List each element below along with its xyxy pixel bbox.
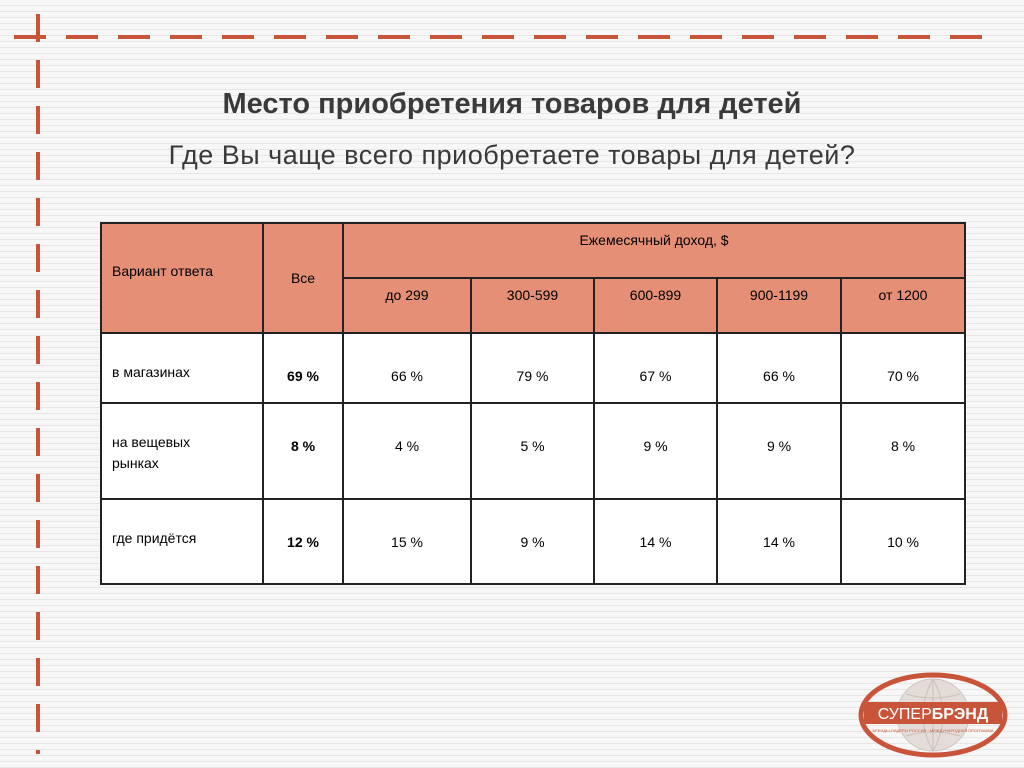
header-bracket: 900-1199 [716,277,842,334]
logo-tagline: БРЕНДЫ-ЛИДЕРЫ РОССИИ · МЕЖДУНАРОДНАЯ ПРО… [873,728,994,733]
row-value: 9 % [593,402,718,500]
header-income-label: Ежемесячный доход, $ [579,232,729,248]
row-value: 9 % [470,498,595,585]
superbrand-logo: СУПЕРБРЭНД БРЕНДЫ-ЛИДЕРЫ РОССИИ · МЕЖДУН… [858,672,1008,758]
header-bracket: от 1200 [839,277,967,334]
logo-brand-text: СУПЕРБРЭНД [878,706,989,723]
page-title: Место приобретения товаров для детей [222,88,802,120]
logo-ring [858,672,1008,758]
income-table: Вариант ответа Все Ежемесячный доход, $ … [100,222,967,585]
row-value: 66 % [716,332,842,404]
header-answer: Вариант ответа [100,222,264,334]
row-all-value: 12 % [262,498,344,585]
row-value: 15 % [342,498,472,585]
row-value: 70 % [839,332,967,404]
row-label: где придётся [112,530,197,546]
row-all-value: 69 % [262,332,344,404]
row-value: 67 % [593,332,718,404]
header-all-label: Все [290,270,316,286]
row-label: на вещевых рынках [112,434,191,471]
header-all: Все [262,222,344,334]
row-value: 14 % [593,498,718,585]
page-subtitle: Где Вы чаще всего приобретаете товары дл… [168,140,856,170]
row-all-value: 8 % [262,402,344,500]
row-value: 79 % [470,332,595,404]
row-value: 10 % [839,498,967,585]
row-label-cell: на вещевых рынках [100,402,264,500]
row-value: 5 % [470,402,595,500]
row-label-cell: в магазинах [100,332,264,404]
row-value: 4 % [342,402,472,500]
header-bracket: 300-599 [470,277,595,334]
row-value: 14 % [716,498,842,585]
header-bracket: до 299 [342,277,472,334]
header-bracket: 600-899 [593,277,718,334]
row-value: 9 % [716,402,842,500]
frame-dashed-left [36,14,40,754]
row-value: 66 % [342,332,472,404]
table-row: в магазинах 69 % 66 % 79 % 67 % 66 % 70 … [100,332,967,404]
row-value: 8 % [839,402,967,500]
row-label: в магазинах [112,364,190,380]
frame-dashed-top [14,35,986,39]
header-income-group: Ежемесячный доход, $ [341,222,967,279]
logo-band [864,702,1002,724]
table-row: где придётся 12 % 15 % 9 % 14 % 14 % 10 … [100,498,967,585]
table-row: на вещевых рынках 8 % 4 % 5 % 9 % 9 % 8 … [100,402,967,500]
header-answer-label: Вариант ответа [112,263,214,279]
row-label-cell: где придётся [100,498,264,585]
